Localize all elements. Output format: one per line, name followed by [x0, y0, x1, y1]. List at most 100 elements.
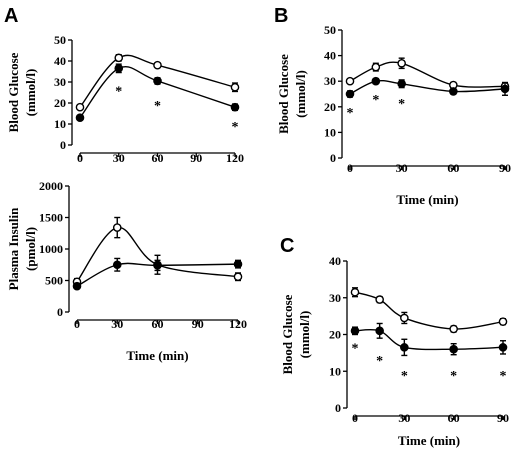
x-tick-label: 60	[152, 151, 164, 165]
data-point-open	[153, 60, 162, 70]
y-tick-label: 50	[324, 23, 336, 37]
y-tick-label: 500	[45, 274, 63, 288]
data-point-filled	[397, 79, 406, 89]
x-axis-label: Time (min)	[398, 433, 460, 448]
x-axis-label: Time (min)	[396, 192, 458, 207]
y-axis-label: Plasma Insulin (pmol/l)	[6, 207, 38, 290]
significance-star: *	[347, 106, 354, 121]
data-point-filled	[345, 89, 355, 99]
data-point-filled	[153, 261, 162, 270]
panel-letter-a: A	[4, 5, 18, 27]
data-point-filled	[114, 64, 124, 73]
significance-star: *	[401, 369, 408, 384]
chart-b-blood-glucose: 0 10 20 30 40 50 0 30 60 90 Blood Glucose (mmol/l) T…	[276, 23, 511, 207]
y-axis-label: Blood Glucose (mmol/l)	[280, 294, 312, 374]
y-tick-label: 30	[324, 74, 336, 88]
y-tick-label: 20	[54, 96, 66, 110]
y-tick-label: 10	[329, 364, 341, 378]
data-point-open	[400, 313, 409, 323]
chart-a-plasma-insulin: 0 500 1000 1500 2000 0 30 60 90 120 Plasma Insulin…	[6, 179, 247, 363]
y-tick-label: 30	[329, 291, 341, 305]
data-point-filled	[500, 84, 510, 94]
x-tick-label: 30	[396, 161, 408, 175]
data-point-filled	[153, 76, 162, 86]
y-tick-label: 20	[329, 328, 341, 342]
y-axis-label-line2: (pmol/l)	[23, 227, 38, 271]
data-point-filled	[449, 87, 458, 96]
y-tick-label: 40	[329, 254, 341, 268]
y-tick-label: 10	[54, 117, 66, 131]
data-point-open	[498, 317, 508, 326]
data-point-filled	[75, 113, 85, 122]
y-tick-label: 0	[57, 305, 63, 319]
x-tick-label: 30	[398, 411, 410, 425]
data-point-open	[233, 272, 243, 282]
y-tick-label: 0	[60, 138, 66, 152]
data-point-open	[350, 287, 360, 297]
y-axis-label-line2: (mmol/l)	[297, 311, 312, 359]
series-line-filled	[79, 66, 236, 119]
data-point-open	[371, 62, 381, 72]
significance-star: *	[500, 369, 507, 384]
data-point-filled	[498, 343, 508, 352]
y-axis-label-line1: Blood Glucose	[280, 294, 295, 374]
series-line-open	[76, 226, 239, 283]
x-tick-label: 30	[113, 151, 125, 165]
x-tick-label: 0	[77, 151, 83, 165]
x-tick-label: 60	[447, 161, 459, 175]
data-point-open	[114, 53, 124, 63]
y-tick-label: 40	[324, 49, 336, 63]
y-axis-label: Blood Glucose (mmol/l)	[6, 52, 38, 132]
data-point-open	[75, 102, 85, 112]
x-tick-label: 90	[192, 317, 204, 331]
series-line-open	[79, 54, 236, 108]
data-point-open	[375, 295, 384, 304]
data-point-filled	[233, 259, 243, 269]
y-tick-label: 1000	[39, 242, 63, 256]
y-tick-label: 20	[324, 100, 336, 114]
x-tick-label: 0	[347, 161, 353, 175]
data-point-filled	[371, 76, 381, 86]
data-point-filled	[400, 343, 409, 352]
series-line-filled	[76, 262, 239, 287]
y-tick-label: 0	[330, 151, 336, 165]
y-tick-label: 0	[335, 401, 341, 415]
significance-star: *	[398, 97, 405, 112]
data-point-filled	[72, 281, 82, 291]
data-point-open	[449, 324, 458, 334]
significance-star: *	[376, 354, 383, 369]
y-tick-label: 10	[324, 125, 336, 139]
data-point-open	[230, 82, 240, 92]
y-axis-label-line1: Blood Glucose	[276, 54, 291, 134]
significance-star: *	[154, 99, 161, 114]
significance-star: *	[450, 369, 457, 384]
y-axis-label: Blood Glucose (mmol/l)	[276, 54, 308, 134]
y-axis-label-line1: Plasma Insulin	[6, 207, 21, 290]
data-point-open	[397, 58, 406, 68]
y-tick-label: 50	[54, 33, 66, 47]
y-tick-label: 30	[54, 75, 66, 89]
y-axis-label-line1: Blood Glucose	[6, 52, 21, 132]
panel-letter-b: B	[274, 5, 288, 27]
data-point-filled	[230, 102, 240, 112]
chart-c-blood-glucose: 0 10 20 30 40 0 30 60 90 Blood Glucose (mmol/l) Tim…	[280, 254, 509, 448]
x-tick-label: 30	[111, 317, 123, 331]
x-tick-label: 90	[499, 161, 511, 175]
significance-star: *	[372, 93, 379, 108]
y-tick-label: 40	[54, 54, 66, 68]
data-point-filled	[350, 326, 360, 336]
significance-star: *	[115, 84, 122, 99]
data-point-filled	[449, 344, 458, 354]
chart-a-blood-glucose: 0 10 20 30 40 50 0 30 60 90 120 Blood Glucose (mmol/…	[6, 33, 244, 165]
x-tick-label: 90	[497, 411, 509, 425]
data-point-open	[112, 223, 122, 232]
data-point-filled	[112, 260, 122, 270]
panel-letter-c: C	[280, 235, 294, 257]
x-tick-label: 120	[226, 151, 244, 165]
significance-star: *	[232, 120, 239, 135]
y-axis-label-line2: (mmol/l)	[23, 69, 38, 117]
y-axis-label-line2: (mmol/l)	[293, 70, 308, 118]
y-tick-label: 1500	[39, 211, 63, 225]
x-tick-label: 0	[74, 317, 80, 331]
